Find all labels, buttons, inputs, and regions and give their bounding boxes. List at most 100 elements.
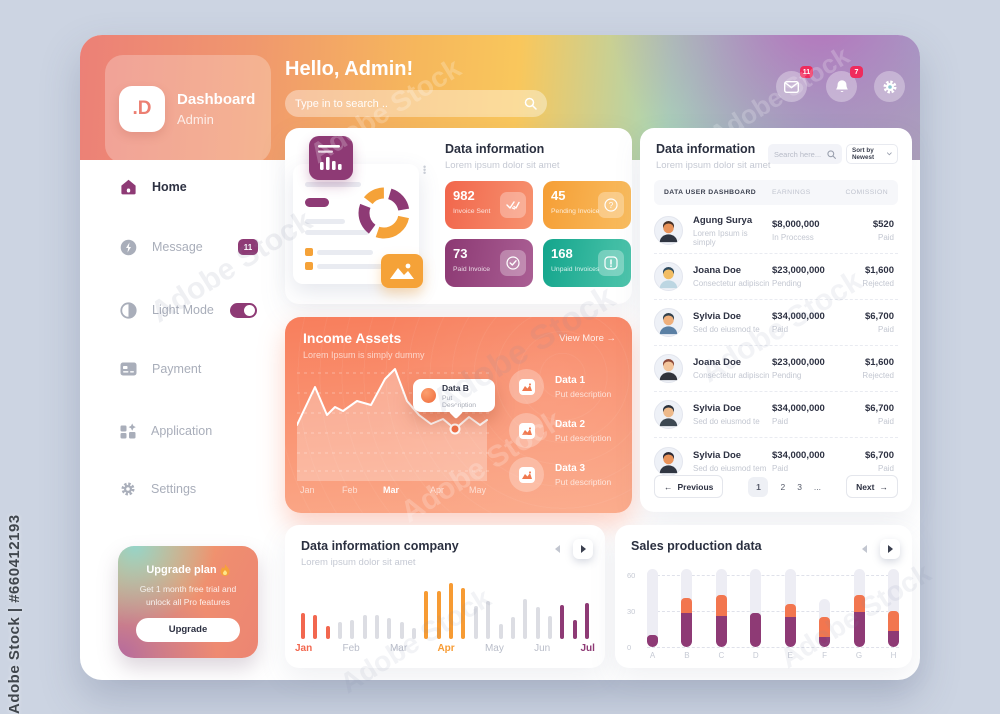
- data-information-card: • • • Data information Lorem ipsum dolor s…: [285, 128, 632, 304]
- table-row[interactable]: Sylvia Doe Sed do eiusmod te $34,000,000…: [654, 392, 898, 438]
- page-number[interactable]: 3: [797, 481, 802, 492]
- stacked-column: [750, 569, 762, 647]
- stat-label: Invoice Sent: [453, 208, 491, 215]
- sidebar-item-label: Home: [152, 180, 187, 194]
- earnings-value: $23,000,000: [772, 357, 825, 368]
- upgrade-button[interactable]: Upgrade: [136, 617, 240, 642]
- legend-item-data-2[interactable]: Data 2 Put description: [509, 413, 611, 448]
- table-search[interactable]: [768, 144, 842, 164]
- settings-button[interactable]: [874, 71, 905, 102]
- app-logo: .D: [119, 86, 165, 132]
- view-more-link[interactable]: View More →: [559, 333, 616, 344]
- table-search-input[interactable]: [774, 149, 827, 159]
- mail-button[interactable]: 11: [776, 66, 813, 102]
- stat-invoice-sent: 982 Invoice Sent: [445, 181, 533, 229]
- arrow-left-icon: ←: [664, 481, 673, 492]
- stat-unpaid-invoices: 168 Unpaid Invoices: [543, 239, 631, 287]
- bar: [510, 617, 515, 639]
- earnings-status: Pending: [772, 371, 802, 380]
- stat-label: Pending Invoice: [551, 208, 600, 215]
- message-count-badge: 11: [238, 239, 258, 255]
- sidebar-item-application[interactable]: Application: [120, 418, 270, 444]
- legend-item-data-1[interactable]: Data 1 Put description: [509, 369, 611, 404]
- chart-prev-button[interactable]: [547, 539, 567, 559]
- avatar: [654, 400, 683, 429]
- y-tick-label: 60: [627, 571, 636, 580]
- bar: [560, 605, 565, 639]
- column-header: COMISSION: [845, 189, 888, 196]
- sidebar-item-light-mode[interactable]: Light Mode: [120, 297, 270, 323]
- user-description: Sed do eiusmod te: [693, 325, 760, 334]
- bar: [449, 583, 454, 639]
- commission-value: $6,700: [864, 449, 894, 461]
- chart-prev-button[interactable]: [854, 539, 874, 559]
- earnings-value: $8,000,000: [772, 219, 820, 230]
- upgrade-plan-card: Upgrade plan Get 1 month free trial and …: [118, 546, 258, 658]
- bar: [350, 620, 355, 639]
- bar: [387, 618, 392, 639]
- sidebar-item-message[interactable]: Message 11: [120, 234, 270, 260]
- home-icon: [121, 179, 136, 195]
- search-icon: [827, 149, 836, 159]
- sidebar-item-settings[interactable]: Settings: [120, 476, 270, 502]
- sort-dropdown[interactable]: Sort by Newest: [846, 144, 898, 164]
- pagination: ← Previous 1 2 3 ... Next →: [654, 475, 898, 498]
- bar: [313, 615, 318, 639]
- notifications-button[interactable]: 7: [826, 66, 863, 102]
- stat-value: 982: [453, 188, 475, 203]
- commission-status: Rejected: [862, 279, 894, 288]
- chart-next-button[interactable]: [573, 539, 593, 559]
- global-search[interactable]: [285, 90, 547, 117]
- table-row[interactable]: Sylvia Doe Sed do eiusmod te $34,000,000…: [654, 300, 898, 346]
- question-icon: ?: [604, 198, 618, 212]
- table-row[interactable]: Joana Doe Consectetur adipiscin $23,000,…: [654, 346, 898, 392]
- stat-paid-invoice: 73 Paid Invoice: [445, 239, 533, 287]
- global-search-input[interactable]: [295, 97, 524, 110]
- category-label: F: [822, 651, 828, 660]
- month-label: Apr: [437, 643, 455, 654]
- stacked-column: [647, 569, 658, 647]
- company-chart-subtitle: Lorem ipsum dolor sit amet: [301, 557, 416, 568]
- company-bar-chart: [301, 581, 589, 639]
- user-description: Sed do eiusmod te: [693, 417, 760, 426]
- more-options-icon[interactable]: • • •: [423, 162, 427, 178]
- donut-chart: [358, 187, 410, 239]
- sidebar-item-home[interactable]: Home: [120, 174, 270, 200]
- category-label: A: [649, 651, 656, 660]
- stat-value: 45: [551, 188, 566, 203]
- gear-icon: [883, 80, 896, 93]
- page-ellipsis: ...: [813, 481, 822, 492]
- stacked-column: [784, 569, 796, 647]
- table-row[interactable]: Joana Doe Consectetur adipiscin $23,000,…: [654, 254, 898, 300]
- sidebar-item-payment[interactable]: Payment: [120, 356, 270, 382]
- commission-value: $1,600: [864, 265, 894, 276]
- bar: [486, 601, 491, 639]
- category-label: C: [718, 651, 725, 660]
- legend-item-data-3[interactable]: Data 3 Put description: [509, 457, 611, 492]
- commission-status: Paid: [877, 417, 894, 426]
- data-illustration: • • •: [293, 136, 443, 296]
- brand-panel: .D Dashboard Admin: [105, 55, 271, 163]
- stacked-column: [681, 569, 693, 647]
- sales-x-axis: A B C D E F G H: [647, 651, 899, 660]
- brand-subtitle: Admin: [177, 112, 214, 127]
- arrow-left-icon: [554, 545, 560, 553]
- page-number[interactable]: 1: [748, 476, 769, 497]
- upgrade-title: Upgrade plan: [146, 564, 217, 576]
- bar: [572, 620, 577, 639]
- light-mode-toggle[interactable]: [230, 302, 257, 318]
- chevron-down-icon: [887, 152, 892, 156]
- table-row[interactable]: Agung Surya Lorem Ipsum is simply $8,000…: [654, 208, 898, 254]
- sidebar-item-label: Light Mode: [152, 303, 214, 317]
- next-page-button[interactable]: Next →: [846, 475, 898, 498]
- sales-chart-title: Sales production data: [631, 539, 762, 553]
- tooltip-description: Put Description: [442, 394, 476, 409]
- table-row[interactable]: Sylvia Doe Sed do eiusmod tem $34,000,00…: [654, 438, 898, 484]
- gear-icon: [121, 482, 135, 496]
- user-description: Consectetur adipiscin: [693, 279, 770, 288]
- page-number[interactable]: 2: [780, 481, 786, 492]
- table-subtitle: Lorem ipsum dolor sit amet: [656, 160, 771, 171]
- previous-page-button[interactable]: ← Previous: [654, 475, 724, 498]
- bar: [375, 615, 380, 639]
- chart-next-button[interactable]: [880, 539, 900, 559]
